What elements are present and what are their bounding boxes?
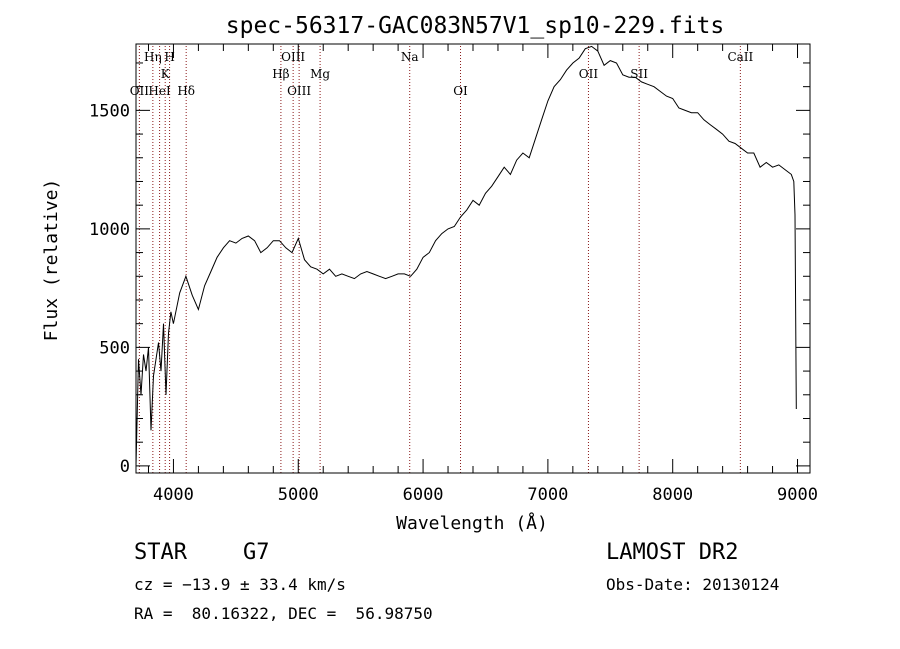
- line-marker-label: HeI: [148, 84, 171, 98]
- y-tick-label: 500: [99, 338, 130, 358]
- line-markers: OII Hη HeI KH Hδ Hβ OIII OIII Mg Na OI OII SII CaII: [130, 46, 754, 473]
- line-marker-label: Mg: [310, 67, 330, 81]
- axis-ticks: 4000 5000 6000 7000 8000 9000 0 500 1000 1500: [89, 44, 818, 505]
- survey-name: LAMOST DR2: [606, 540, 739, 565]
- line-marker-label: OIII: [281, 50, 305, 64]
- y-tick-label: 1500: [89, 101, 130, 121]
- line-marker-label: OIII: [287, 84, 311, 98]
- object-subclass: G7: [243, 540, 270, 565]
- line-marker-label: Hη: [144, 50, 162, 64]
- line-marker-label: SII: [630, 67, 648, 81]
- line-marker-label: Hβ: [272, 67, 289, 81]
- line-marker-label: OII: [579, 67, 599, 81]
- line-marker-label: OII: [130, 84, 150, 98]
- x-tick-label: 6000: [403, 485, 444, 505]
- line-marker-label: Na: [401, 50, 419, 64]
- redshift-text: cz = −13.9 ± 33.4 km/s: [134, 575, 346, 594]
- line-marker-label: K: [161, 67, 171, 81]
- x-tick-label: 4000: [153, 485, 194, 505]
- coordinates-text: RA = 80.16322, DEC = 56.98750: [134, 604, 433, 623]
- plot-frame: [135, 43, 811, 474]
- spectrum-series: [135, 45, 797, 466]
- line-marker-label: H: [164, 50, 174, 64]
- obs-date-text: Obs-Date: 20130124: [606, 575, 780, 594]
- y-axis-label: Flux (relative): [41, 179, 62, 342]
- x-tick-label: 5000: [278, 485, 319, 505]
- line-marker-label: CaII: [727, 50, 753, 64]
- y-tick-label: 1000: [89, 220, 130, 240]
- x-tick-label: 7000: [527, 485, 568, 505]
- line-marker-label: OI: [453, 84, 468, 98]
- x-tick-label: 8000: [652, 485, 693, 505]
- line-marker-label: Hδ: [177, 84, 195, 98]
- object-class: STAR: [134, 540, 187, 565]
- x-tick-label: 9000: [777, 485, 818, 505]
- y-tick-label: 0: [120, 457, 130, 477]
- chart-title: spec-56317-GAC083N57V1_sp10-229.fits: [226, 13, 725, 39]
- x-axis-label: Wavelength (Å): [396, 512, 548, 534]
